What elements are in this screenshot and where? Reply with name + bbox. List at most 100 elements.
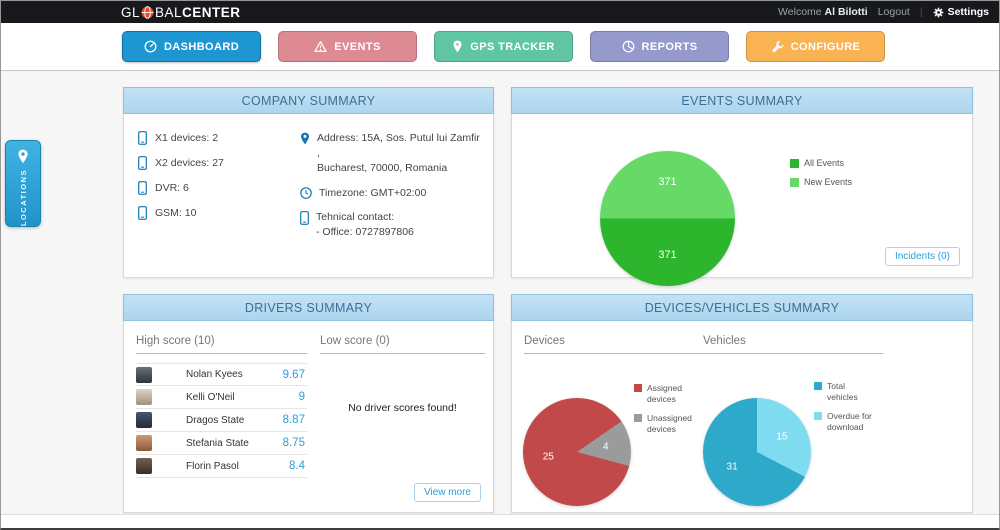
legend-swatch <box>634 384 642 392</box>
high-score-column: High score (10) Nolan Kyees 9.67 Kelli O… <box>136 335 307 478</box>
warning-icon <box>314 41 327 52</box>
avatar <box>136 366 152 383</box>
tab-dashboard[interactable]: DASHBOARD <box>122 31 261 62</box>
device-count-item: X1 devices: 2 <box>138 131 290 145</box>
devices-vehicles-body: Devices Vehicles 25 4 Assigned devices Un… <box>512 321 972 528</box>
pie-slice-label: 371 <box>658 176 677 189</box>
driver-score: 9 <box>298 391 305 403</box>
driver-score: 8.4 <box>288 460 305 472</box>
phone-icon <box>300 210 309 225</box>
driver-score: 8.75 <box>282 437 305 449</box>
events-summary-body: 371 371 All Events New Events Incidents (… <box>512 114 972 286</box>
device-count-list: X1 devices: 2 X2 devices: 27 DVR: 6 GSM:… <box>138 131 290 249</box>
tab-gps-tracker[interactable]: GPS TRACKER <box>434 31 573 62</box>
bottom-strip <box>1 514 999 528</box>
legend-item-overdue-download[interactable]: Overdue for download <box>814 411 878 432</box>
driver-row[interactable]: Nolan Kyees 9.67 <box>136 363 307 386</box>
devices-legend: Assigned devices Unassigned devices <box>634 383 696 444</box>
low-score-title: Low score (0) <box>319 335 485 354</box>
legend-swatch <box>814 412 822 421</box>
logo-text-mid: BAL <box>155 4 183 20</box>
driver-row[interactable]: Dragos State 8.87 <box>136 409 307 432</box>
main-nav: DASHBOARD EVENTS GPS TRACKER REPORTS CON… <box>1 23 999 71</box>
device-count-item: GSM: 10 <box>138 206 290 220</box>
device-icon <box>138 181 147 195</box>
legend-item-all-events[interactable]: All Events <box>790 158 860 169</box>
topbar: GL BAL CENTER Welcome Al Bilotti Logout … <box>1 1 999 23</box>
drivers-summary-body: High score (10) Nolan Kyees 9.67 Kelli O… <box>124 321 493 478</box>
high-score-title: High score (10) <box>136 335 307 354</box>
device-icon <box>138 206 147 220</box>
logo-text-prefix: GL <box>121 4 141 20</box>
legend-item-unassigned-devices[interactable]: Unassigned devices <box>634 413 696 434</box>
pie-slice-label: 4 <box>602 441 609 453</box>
pie-slice-label: 25 <box>542 451 554 463</box>
company-summary-panel: COMPANY SUMMARY X1 devices: 2 X2 devices… <box>123 87 494 278</box>
events-pie-chart[interactable]: 371 371 <box>600 151 735 286</box>
devices-vehicles-panel: DEVICES/VEHICLES SUMMARY Devices Vehicle… <box>511 294 973 513</box>
location-pin-icon <box>18 149 28 164</box>
app-logo: GL BAL CENTER <box>121 1 241 23</box>
welcome-text: Welcome Al Bilotti <box>778 6 868 18</box>
vehicles-legend: Total vehicles Overdue for download <box>814 381 878 442</box>
topbar-divider: | <box>919 6 923 18</box>
legend-swatch <box>790 178 799 188</box>
contact-item: Tehnical contact: - Office: 0727897806 <box>300 210 483 240</box>
company-info: Address: 15A, Sos. Putul lui Zamfir , Buc… <box>290 131 483 249</box>
devices-vehicles-title: DEVICES/VEHICLES SUMMARY <box>511 294 973 321</box>
events-legend: All Events New Events <box>790 158 860 197</box>
events-summary-title: EVENTS SUMMARY <box>511 87 973 114</box>
device-count-item: X2 devices: 27 <box>138 156 290 170</box>
device-icon <box>138 156 147 170</box>
address-text: Address: 15A, Sos. Putul lui Zamfir , Buc… <box>317 132 480 175</box>
devices-pie-chart[interactable]: 25 4 <box>523 398 631 506</box>
topbar-user-area: Welcome Al Bilotti Logout | Settings <box>778 1 989 23</box>
device-count-item: DVR: 6 <box>138 181 290 195</box>
legend-item-new-events[interactable]: New Events <box>790 177 860 188</box>
side-tab-label: LOCATIONS <box>18 168 28 226</box>
logout-link[interactable]: Logout <box>877 6 910 18</box>
logo-text-suffix: CENTER <box>182 4 241 20</box>
events-summary-panel: EVENTS SUMMARY 371 371 All Events New Eve… <box>511 87 973 286</box>
incidents-button[interactable]: Incidents (0) <box>884 247 960 266</box>
globe-icon <box>141 5 154 19</box>
user-name: Al Bilotti <box>824 6 868 18</box>
vehicles-subtitle: Vehicles <box>703 335 883 354</box>
driver-score: 9.67 <box>282 368 305 381</box>
gauge-icon <box>144 40 157 53</box>
timezone-text: Timezone: GMT+02:00 <box>319 186 427 199</box>
drivers-summary-panel: DRIVERS SUMMARY High score (10) Nolan Ky… <box>123 294 494 513</box>
pie-chart-icon <box>622 40 634 53</box>
tab-events[interactable]: EVENTS <box>278 31 417 62</box>
view-more-button[interactable]: View more <box>413 483 481 502</box>
driver-row[interactable]: Stefania State 8.75 <box>136 432 307 455</box>
legend-item-total-vehicles[interactable]: Total vehicles <box>814 381 878 402</box>
contact-text: Tehnical contact: - Office: 0727897806 <box>316 210 414 239</box>
company-summary-title: COMPANY SUMMARY <box>123 87 494 114</box>
company-summary-body: X1 devices: 2 X2 devices: 27 DVR: 6 GSM:… <box>124 114 493 249</box>
tab-configure[interactable]: CONFIGURE <box>746 31 885 62</box>
legend-swatch <box>814 382 822 390</box>
pie-slice-label: 31 <box>726 461 738 473</box>
avatar <box>136 412 152 428</box>
tab-reports[interactable]: REPORTS <box>590 31 729 62</box>
locations-side-tab[interactable]: LOCATIONS <box>5 140 41 227</box>
driver-score: 8.87 <box>282 414 305 426</box>
settings-link[interactable]: Settings <box>933 6 989 18</box>
map-pin-icon <box>301 132 309 145</box>
timezone-item: Timezone: GMT+02:00 <box>300 186 483 201</box>
low-score-empty-message: No driver scores found! <box>348 402 457 414</box>
driver-row[interactable]: Florin Pasol 8.4 <box>136 455 307 478</box>
gear-icon <box>933 7 943 17</box>
clock-icon <box>300 186 312 199</box>
driver-row[interactable]: Kelli O'Neil 9 <box>136 386 307 409</box>
device-icon <box>138 131 147 145</box>
avatar <box>136 389 152 405</box>
high-score-list: Nolan Kyees 9.67 Kelli O'Neil 9 Dragos S… <box>136 363 307 478</box>
avatar <box>136 458 152 474</box>
vehicles-pie-chart[interactable]: 31 15 <box>703 398 811 506</box>
pie-slice-label: 371 <box>658 248 677 261</box>
avatar <box>136 435 152 451</box>
legend-item-assigned-devices[interactable]: Assigned devices <box>634 383 696 404</box>
